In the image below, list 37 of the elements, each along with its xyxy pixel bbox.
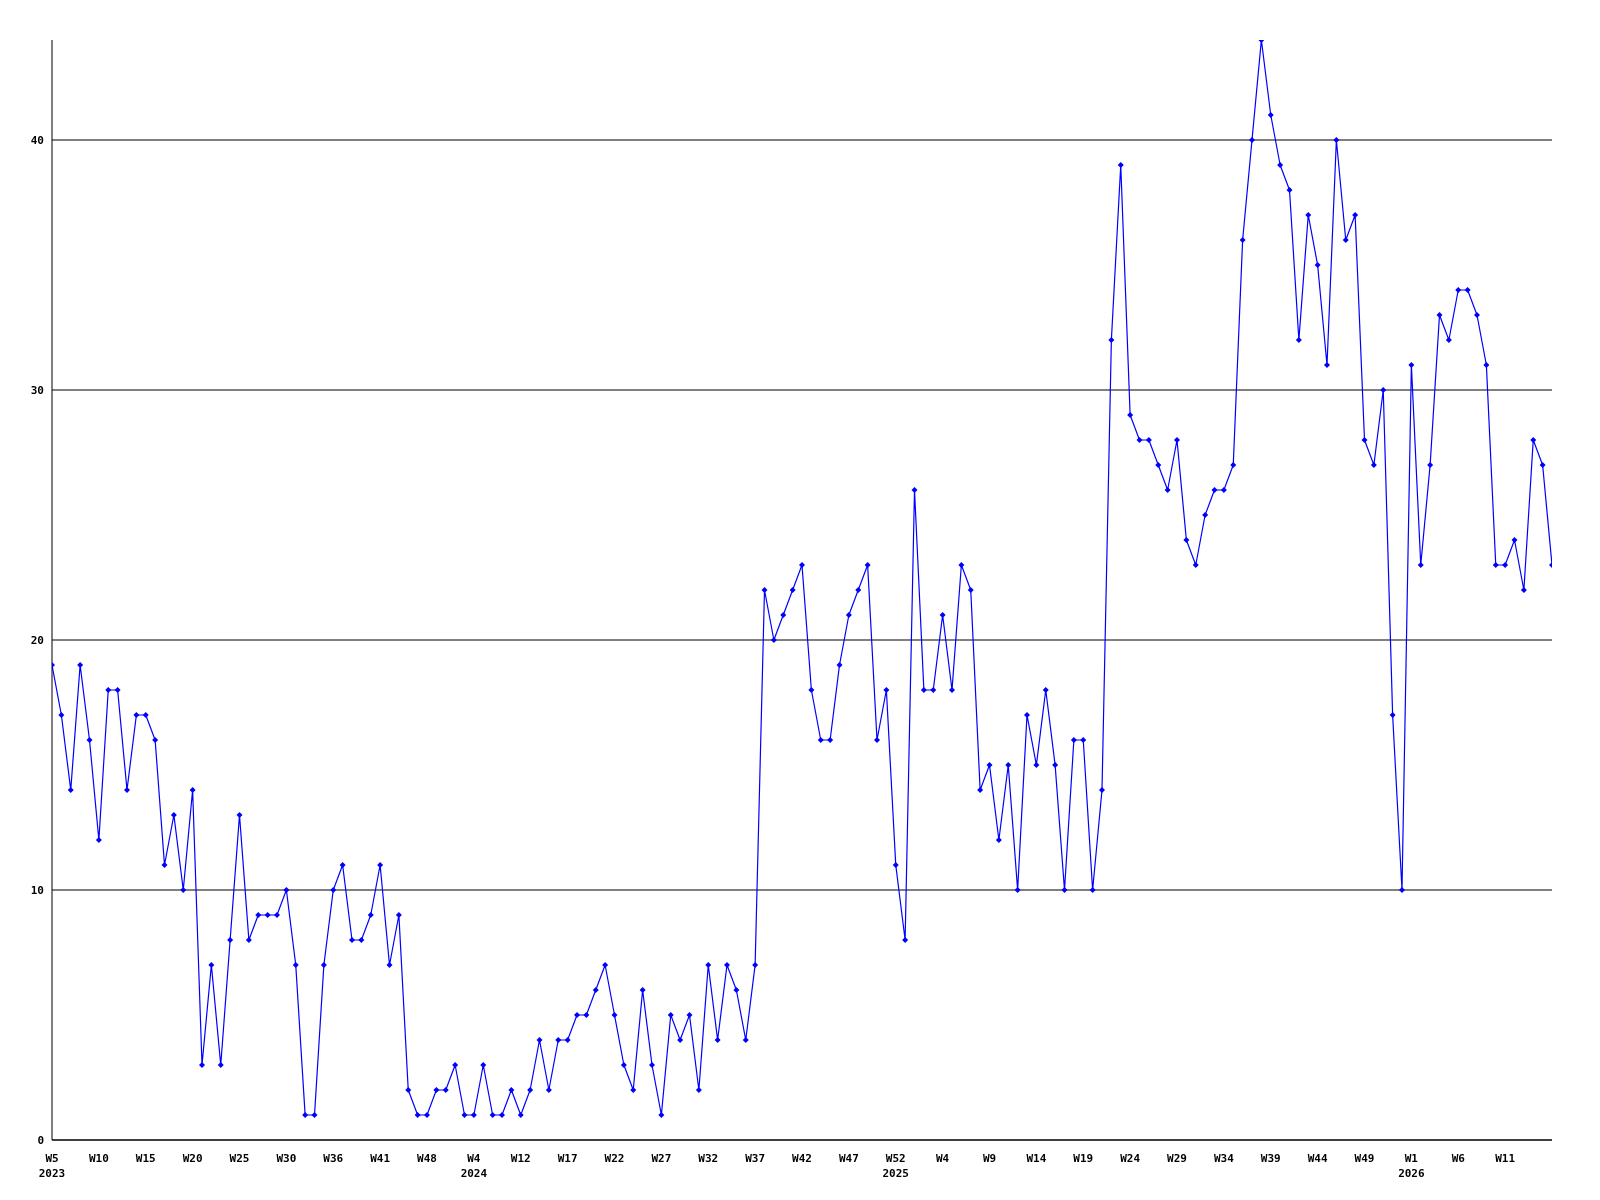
x-tick-label: W4 2024 xyxy=(460,1152,488,1180)
x-tick-label: W20 xyxy=(182,1152,203,1165)
x-tick-label: W47 xyxy=(838,1152,859,1165)
x-tick-label: W24 xyxy=(1120,1152,1141,1165)
x-tick-label: W29 xyxy=(1167,1152,1187,1165)
x-tick-label: W10 xyxy=(88,1152,109,1165)
x-tick-label: W36 xyxy=(323,1152,344,1165)
x-tick-label: W44 xyxy=(1307,1152,1328,1165)
x-tick-label: W42 xyxy=(792,1152,812,1165)
y-tick-label: 40 xyxy=(30,133,44,147)
x-tick-label: W14 xyxy=(1026,1152,1047,1165)
x-tick-label: W37 xyxy=(745,1152,766,1165)
x-tick-label: W12 xyxy=(510,1152,531,1165)
y-tick-label: 10 xyxy=(30,883,44,897)
y-tick-label: 30 xyxy=(30,383,44,397)
x-tick-label: W25 xyxy=(229,1152,250,1165)
x-tick-label: W1 2026 xyxy=(1398,1152,1425,1180)
x-tick-label: W15 xyxy=(135,1152,156,1165)
x-tick-label: W41 xyxy=(370,1152,391,1165)
x-tick-label: W5 2023 xyxy=(38,1152,66,1180)
x-tick-label: W48 xyxy=(417,1152,437,1165)
x-tick-label: W22 xyxy=(604,1152,625,1165)
x-tick-label: W11 xyxy=(1495,1152,1516,1165)
x-tick-label: W6 xyxy=(1451,1152,1466,1165)
x-tick-label: W9 xyxy=(982,1152,997,1165)
x-tick-label: W52 2025 xyxy=(882,1152,909,1180)
x-tick-label: W32 xyxy=(698,1152,719,1165)
x-tick-label: W4 xyxy=(936,1152,950,1165)
y-tick-label: 20 xyxy=(30,633,44,647)
x-tick-label: W17 xyxy=(557,1152,578,1165)
x-tick-label: W27 xyxy=(651,1152,672,1165)
y-tick-label: 0 xyxy=(37,1133,44,1147)
x-tick-label: W39 xyxy=(1260,1152,1281,1165)
x-tick-label: W30 xyxy=(276,1152,297,1165)
x-tick-label: W49 xyxy=(1354,1152,1375,1165)
x-tick-label: W19 xyxy=(1073,1152,1094,1165)
x-tick-label: W34 xyxy=(1213,1152,1235,1165)
